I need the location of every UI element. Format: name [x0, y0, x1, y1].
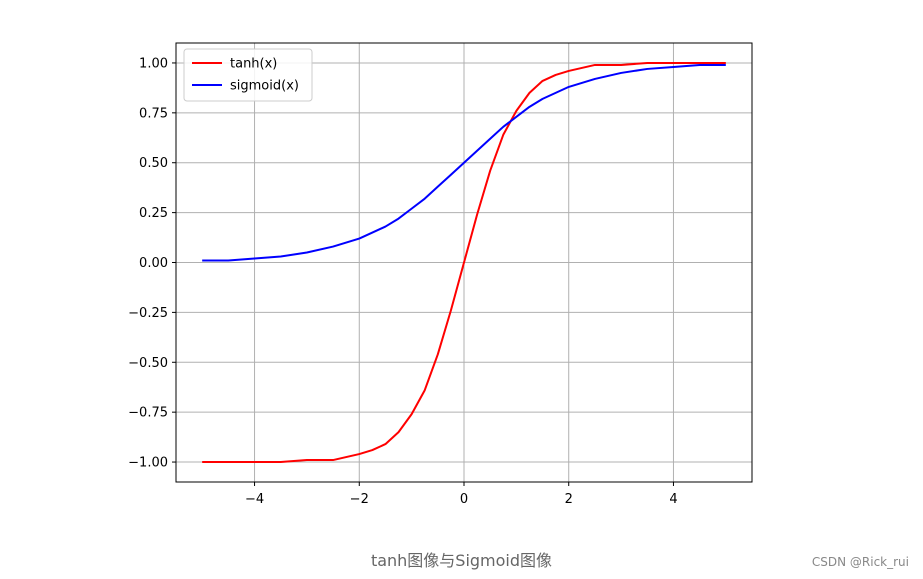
y-tick-label: −0.75 — [128, 406, 168, 421]
y-tick-label: −1.00 — [128, 456, 168, 471]
y-tick-label: 0.75 — [139, 106, 168, 121]
x-tick-label: −2 — [350, 492, 369, 507]
y-tick-label: −0.25 — [128, 306, 168, 321]
y-tick-label: 0.00 — [139, 256, 168, 271]
figure-caption: tanh图像与Sigmoid图像 — [370, 551, 553, 570]
legend-label: tanh(x) — [230, 57, 277, 72]
x-tick-label: 0 — [460, 492, 468, 507]
axis-ticks: −4 −2 0 2 4 −1.00 −0.75 −0.50 −0.25 0.00 0.25 0.50 0… — [128, 56, 677, 507]
legend-label: sigmoid(x) — [230, 79, 299, 94]
series-lines — [202, 61, 726, 464]
watermark: CSDN @Rick_rui — [811, 555, 909, 569]
y-tick-label: 0.25 — [139, 206, 168, 221]
x-tick-label: 4 — [669, 492, 677, 507]
x-tick-label: 2 — [565, 492, 573, 507]
x-tick-label: −4 — [245, 492, 264, 507]
series-line-2 — [202, 63, 726, 262]
y-tick-label: −0.50 — [128, 356, 168, 371]
legend: tanh(x) sigmoid(x) — [183, 48, 313, 102]
y-tick-label: 0.50 — [139, 156, 168, 171]
series-line-1 — [202, 61, 726, 464]
y-tick-label: 1.00 — [139, 56, 168, 71]
